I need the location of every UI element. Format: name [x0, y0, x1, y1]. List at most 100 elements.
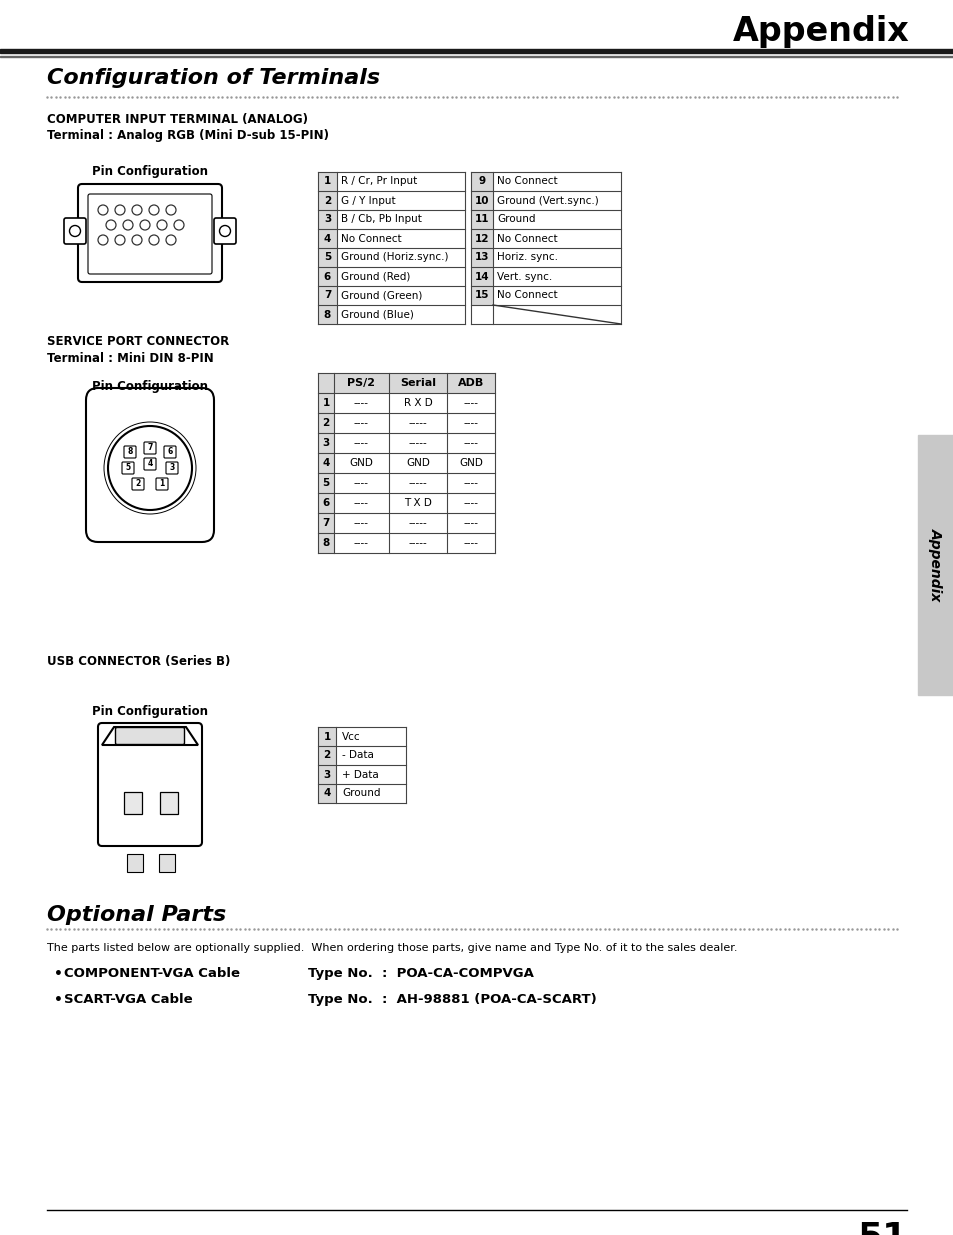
Text: •: • [54, 993, 63, 1007]
Text: Ground (Horiz.sync.): Ground (Horiz.sync.) [340, 252, 448, 263]
Bar [317, 210, 336, 228]
Text: ----: ---- [354, 517, 369, 529]
Text: 4: 4 [322, 458, 330, 468]
FancyBboxPatch shape [122, 462, 133, 474]
Bar [317, 248, 336, 267]
Bar [317, 727, 335, 746]
Text: Ground: Ground [341, 788, 380, 799]
Text: Vcc: Vcc [341, 731, 360, 741]
Text: 2: 2 [323, 751, 331, 761]
FancyBboxPatch shape [88, 194, 212, 274]
Bar [317, 172, 336, 191]
Bar [471, 287, 493, 305]
Bar [471, 210, 493, 228]
Bar [317, 493, 334, 513]
Bar [317, 191, 336, 210]
Text: Type No.  :  POA-CA-COMPVGA: Type No. : POA-CA-COMPVGA [308, 967, 534, 981]
Text: -----: ----- [408, 538, 427, 548]
Text: 10: 10 [475, 195, 489, 205]
FancyBboxPatch shape [64, 219, 86, 245]
Text: ----: ---- [354, 438, 369, 448]
Bar [471, 172, 493, 191]
Text: 1: 1 [323, 177, 331, 186]
Text: T X D: T X D [404, 498, 432, 508]
Text: 7: 7 [322, 517, 330, 529]
Text: COMPUTER INPUT TERMINAL (ANALOG): COMPUTER INPUT TERMINAL (ANALOG) [47, 112, 308, 126]
Bar [471, 248, 493, 267]
Text: ----: ---- [354, 398, 369, 408]
Text: 3: 3 [322, 438, 330, 448]
Bar [0, 56, 953, 57]
Text: Ground (Red): Ground (Red) [340, 272, 410, 282]
Text: No Connect: No Connect [497, 177, 558, 186]
Text: No Connect: No Connect [340, 233, 401, 243]
Bar [317, 534, 334, 553]
Bar [317, 473, 334, 493]
Text: R X D: R X D [403, 398, 432, 408]
Bar [317, 453, 334, 473]
Text: SERVICE PORT CONNECTOR: SERVICE PORT CONNECTOR [47, 335, 229, 348]
Bar [317, 433, 334, 453]
Polygon shape [102, 727, 198, 745]
FancyBboxPatch shape [164, 446, 175, 458]
Text: ----: ---- [463, 417, 478, 429]
Text: 1: 1 [159, 479, 165, 489]
Bar [917, 435, 953, 695]
Text: Ground (Vert.sync.): Ground (Vert.sync.) [497, 195, 598, 205]
Text: -----: ----- [408, 517, 427, 529]
Polygon shape [98, 405, 202, 530]
Text: 8: 8 [322, 538, 330, 548]
Text: USB CONNECTOR (Series B): USB CONNECTOR (Series B) [47, 655, 230, 668]
Text: 11: 11 [475, 215, 489, 225]
FancyBboxPatch shape [144, 458, 156, 471]
Text: Ground (Blue): Ground (Blue) [340, 310, 414, 320]
Text: 2: 2 [322, 417, 330, 429]
Text: 8: 8 [323, 310, 331, 320]
Text: Appendix: Appendix [733, 15, 909, 48]
Text: 51: 51 [856, 1220, 906, 1235]
FancyBboxPatch shape [132, 478, 144, 490]
Bar [317, 305, 336, 324]
Text: 7: 7 [147, 443, 152, 452]
Text: - Data: - Data [341, 751, 374, 761]
Bar [317, 412, 334, 433]
Text: 6: 6 [323, 272, 331, 282]
Text: 3: 3 [323, 215, 331, 225]
Text: Pin Configuration: Pin Configuration [91, 705, 208, 718]
Text: 3: 3 [170, 463, 174, 473]
Text: No Connect: No Connect [497, 233, 558, 243]
Text: 13: 13 [475, 252, 489, 263]
Text: No Connect: No Connect [497, 290, 558, 300]
Text: 9: 9 [478, 177, 485, 186]
Text: 3: 3 [323, 769, 331, 779]
Text: COMPONENT-VGA Cable: COMPONENT-VGA Cable [64, 967, 240, 981]
Text: 14: 14 [475, 272, 489, 282]
Text: Horiz. sync.: Horiz. sync. [497, 252, 558, 263]
Text: 12: 12 [475, 233, 489, 243]
Text: •: • [54, 967, 63, 981]
Text: 1: 1 [322, 398, 330, 408]
Bar [160, 792, 178, 814]
Bar [317, 267, 336, 287]
Bar [317, 764, 335, 784]
Bar [317, 373, 495, 393]
Text: 5: 5 [323, 252, 331, 263]
Bar [317, 287, 336, 305]
Text: Pin Configuration: Pin Configuration [91, 165, 208, 178]
Bar [471, 228, 493, 248]
Text: Ground (Green): Ground (Green) [340, 290, 422, 300]
Text: Terminal : Mini DIN 8-PIN: Terminal : Mini DIN 8-PIN [47, 352, 213, 366]
Text: 1: 1 [323, 731, 331, 741]
Bar [317, 784, 335, 803]
Bar [0, 49, 953, 53]
FancyBboxPatch shape [98, 722, 202, 846]
Bar [127, 853, 143, 872]
Text: G / Y Input: G / Y Input [340, 195, 395, 205]
Text: -----: ----- [408, 478, 427, 488]
Bar [317, 393, 334, 412]
Bar [471, 267, 493, 287]
Text: 8: 8 [127, 447, 132, 457]
Text: 7: 7 [323, 290, 331, 300]
Bar [124, 792, 142, 814]
Text: 4: 4 [323, 233, 331, 243]
